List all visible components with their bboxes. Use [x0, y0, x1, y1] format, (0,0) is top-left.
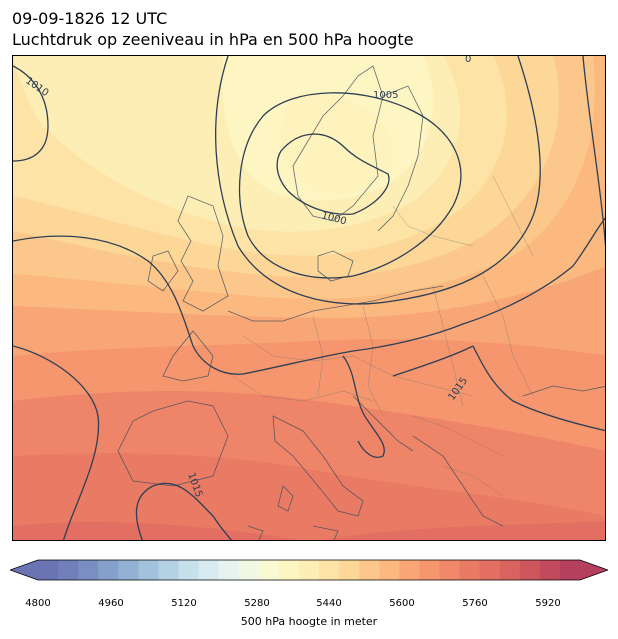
colorbar-cell — [459, 560, 481, 580]
colorbar-tick: 5280 — [244, 598, 270, 609]
height-field — [13, 56, 605, 540]
colorbar-cell — [379, 560, 400, 580]
colorbar-cell — [158, 560, 180, 580]
colorbar-extend-max — [580, 560, 608, 580]
colorbar-tick: 5440 — [316, 598, 342, 609]
colorbar-cell — [319, 560, 340, 580]
colorbar-cell — [178, 560, 200, 580]
colorbar-extend-min — [10, 560, 38, 580]
colorbar-tick: 5920 — [535, 598, 561, 609]
colorbar-cell — [479, 560, 501, 580]
colorbar-tick: 5120 — [171, 598, 197, 609]
colorbar-cell — [439, 560, 461, 580]
colorbar-cell — [198, 560, 220, 580]
colorbar-tick: 5760 — [462, 598, 488, 609]
colorbar-outline — [10, 559, 608, 581]
colorbar-cell — [118, 560, 139, 580]
colorbar-cell — [258, 560, 280, 580]
isobar-1015 — [13, 217, 605, 375]
colorbar-cell — [499, 560, 521, 580]
isobar-label: 0 — [465, 56, 471, 65]
colorbar-cell — [238, 560, 260, 580]
isobar-1015-south — [13, 345, 100, 540]
isobars — [13, 56, 605, 540]
colorbar-cell — [519, 560, 541, 580]
colorbar-tick: 5600 — [389, 598, 415, 609]
isobar-1015-med — [342, 355, 385, 458]
colorbar-label: 500 hPa hoogte in meter — [240, 615, 378, 628]
colorbar-cell — [218, 560, 240, 580]
colorbar — [10, 559, 608, 581]
colorbar-cell — [559, 560, 581, 580]
colorbar-cell — [78, 560, 99, 580]
weather-map: 1010 1005 1000 1015 1015 0 — [12, 55, 606, 541]
colorbar-cell — [399, 560, 420, 580]
isobar-1000 — [276, 133, 390, 215]
isobar-1010-west — [13, 65, 49, 162]
colorbar-tick: 4800 — [25, 598, 51, 609]
colorbar-cell — [539, 560, 561, 580]
coastlines — [117, 65, 605, 540]
colorbar-cell — [38, 560, 59, 580]
colorbar-cell — [58, 560, 79, 580]
isobar-label: 1005 — [373, 90, 398, 101]
isobar-1010-north — [215, 56, 541, 305]
colorbar-cell — [298, 560, 320, 580]
map-datetime-title: 09-09-1826 12 UTC — [12, 9, 168, 28]
isobar-1005 — [239, 92, 462, 279]
colorbar-tick: 4960 — [98, 598, 124, 609]
colorbar-cell — [278, 560, 300, 580]
country-borders — [232, 175, 534, 497]
colorbar-cell — [419, 560, 440, 580]
colorbar-cell — [359, 560, 380, 580]
colorbar-cell — [138, 560, 159, 580]
colorbar-cell — [98, 560, 119, 580]
map-description-title: Luchtdruk op zeeniveau in hPa en 500 hPa… — [12, 30, 414, 49]
colorbar-cell — [339, 560, 360, 580]
